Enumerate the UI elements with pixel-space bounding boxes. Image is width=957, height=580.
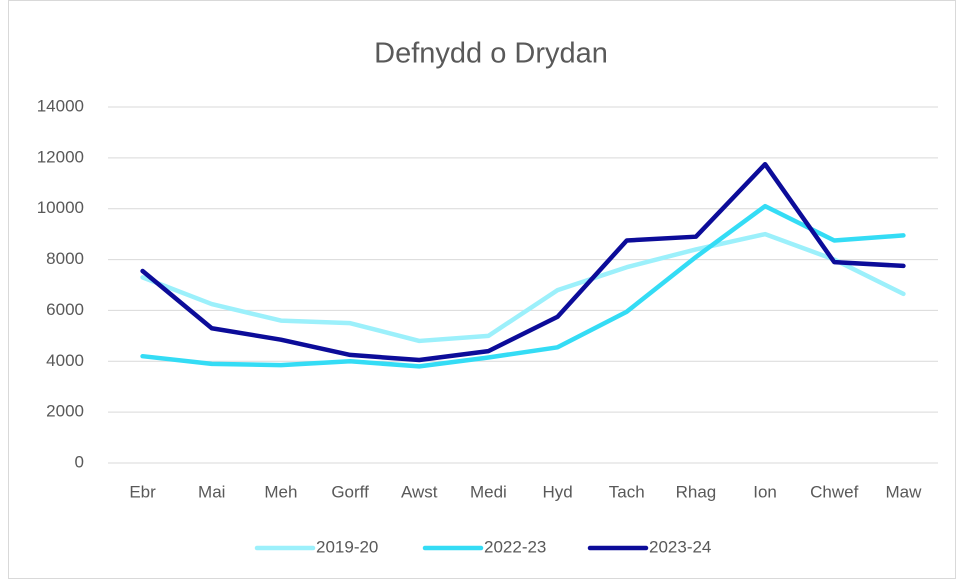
x-tick-label: Awst xyxy=(401,482,438,501)
y-tick-label: 4000 xyxy=(46,351,84,370)
x-tick-label: Ion xyxy=(753,482,777,501)
x-tick-label: Gorff xyxy=(331,482,369,501)
y-tick-label: 6000 xyxy=(46,300,84,319)
legend-label: 2022-23 xyxy=(484,537,546,556)
x-tick-label: Maw xyxy=(885,482,922,501)
x-tick-label: Rhag xyxy=(676,482,717,501)
series-line xyxy=(140,161,906,363)
series-line xyxy=(140,203,906,369)
legend-label: 2023-24 xyxy=(649,537,711,556)
y-tick-label: 12000 xyxy=(37,147,84,166)
y-tick-label: 8000 xyxy=(46,249,84,268)
legend-label: 2019-20 xyxy=(316,537,378,556)
y-tick-label: 10000 xyxy=(37,198,84,217)
x-tick-label: Chwef xyxy=(810,482,858,501)
x-tick-label: Medi xyxy=(470,482,507,501)
x-tick-label: Tach xyxy=(609,482,645,501)
y-tick-label: 0 xyxy=(75,452,84,471)
x-tick-label: Mai xyxy=(198,482,225,501)
y-tick-label: 14000 xyxy=(37,96,84,115)
series-line xyxy=(140,231,906,344)
x-tick-label: Meh xyxy=(264,482,297,501)
y-tick-label: 2000 xyxy=(46,402,84,421)
x-tick-label: Ebr xyxy=(129,482,156,501)
x-tick-label: Hyd xyxy=(542,482,572,501)
chart-title: Defnydd o Drydan xyxy=(374,38,608,70)
